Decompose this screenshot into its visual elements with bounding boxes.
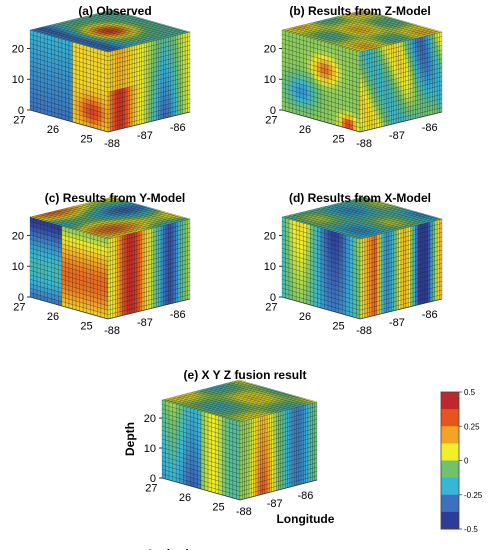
z-tick-label: 20 [264,43,276,55]
panel-c: (c) Results from Y-Model 0 10 20 27 26 25 -88 -8… [12,191,191,337]
face-top [161,379,318,423]
lat-tick-label: 25 [80,133,92,145]
z-tick-label: 20 [144,413,156,425]
face-left [281,216,361,320]
face-top [281,9,443,53]
face-top [29,9,191,53]
lon-tick-label: -87 [137,130,153,142]
colorbar-band [441,494,459,513]
lat-tick-label: 26 [47,124,59,136]
panel-title: (e) X Y Z fusion result [184,368,307,382]
colorbar-tick-label: 0.25 [464,422,480,431]
colorbar-band [441,460,459,479]
colorbar-tick-label: 0 [464,457,469,466]
z-tick-label: 10 [12,261,24,273]
face-top [29,196,191,240]
panel-e: (e) X Y Z fusion result 0 10 20 27 26 25 -88 -87… [123,368,335,550]
panel-title: (b) Results from Z-Model [289,4,430,18]
lat-tick-label: 25 [332,133,344,145]
lon-tick-label: -88 [104,325,120,337]
z-tick-label: 0 [18,105,24,117]
face-front [359,218,443,320]
lat-tick-label: 27 [265,114,277,126]
colorbar-band [441,477,459,496]
z-tick-label: 10 [12,74,24,86]
face-top [281,196,443,240]
lat-tick-label: 25 [80,320,92,332]
lon-tick-label: -86 [422,309,438,321]
lon-tick-label: -87 [389,317,405,329]
colorbar-band [441,426,459,444]
z-tick-label: 10 [264,261,276,273]
lat-tick-label: 26 [47,311,59,323]
z-tick-label: 10 [144,443,156,455]
face-front [239,401,318,501]
colorbar-band [441,392,459,410]
colorbar-band [441,409,459,427]
z-axis-label: Depth [123,422,137,456]
lat-tick-label: 27 [145,482,157,494]
longitude-axis-label: Longitude [276,512,334,526]
z-tick-label: 20 [264,230,276,242]
lat-tick-label: 27 [13,301,25,313]
face-front [107,218,191,320]
face-front [359,31,443,133]
z-tick-label: 0 [18,292,24,304]
colorbar: 0.5 0.25 0 -0.25 -0.5 [440,388,483,534]
panel-title: (a) Observed [78,4,151,18]
lat-tick-label: 26 [179,492,191,504]
colorbar-band [441,511,459,530]
lon-tick-label: -86 [422,122,438,134]
panel-title: (d) Results from X-Model [289,191,431,205]
panel-b: (b) Results from Z-Model 0 10 20 27 26 25 -88 -8… [264,4,443,150]
face-left [161,399,241,501]
z-tick-label: 0 [270,292,276,304]
panel-title: (c) Results from Y-Model [45,191,185,205]
colorbar-band [441,443,459,461]
face-left [281,29,361,133]
lon-tick-label: -88 [356,138,372,150]
panel-a: (a) Observed 0 10 20 27 26 25 -88 -87 -86 [12,4,191,150]
colorbar-tick-label: 0.5 [464,388,476,397]
z-tick-label: 0 [150,473,156,485]
latitude-axis-label: Latitude [149,547,196,550]
lon-tick-label: -86 [170,122,186,134]
lat-tick-label: 26 [299,311,311,323]
panel-d: (d) Results from X-Model 0 10 20 27 26 25 -88 -8… [264,191,443,337]
lon-tick-label: -87 [137,317,153,329]
lat-tick-label: 27 [13,114,25,126]
lat-tick-label: 26 [299,124,311,136]
z-tick-label: 20 [12,43,24,55]
lat-tick-label: 27 [265,301,277,313]
lon-tick-label: -88 [356,325,372,337]
lon-tick-label: -88 [236,506,252,518]
lat-tick-label: 25 [332,320,344,332]
face-left [29,29,109,133]
z-tick-label: 0 [270,105,276,117]
face-front [107,31,191,133]
lon-tick-label: -88 [104,138,120,150]
lon-tick-label: -87 [389,130,405,142]
colorbar-tick-label: -0.25 [464,491,483,500]
lon-tick-label: -86 [297,490,313,502]
colorbar-tick-label: -0.5 [464,525,478,534]
z-tick-label: 10 [264,74,276,86]
z-tick-label: 20 [12,230,24,242]
lon-tick-label: -87 [267,498,283,510]
lon-tick-label: -86 [170,309,186,321]
lat-tick-label: 25 [212,501,224,513]
